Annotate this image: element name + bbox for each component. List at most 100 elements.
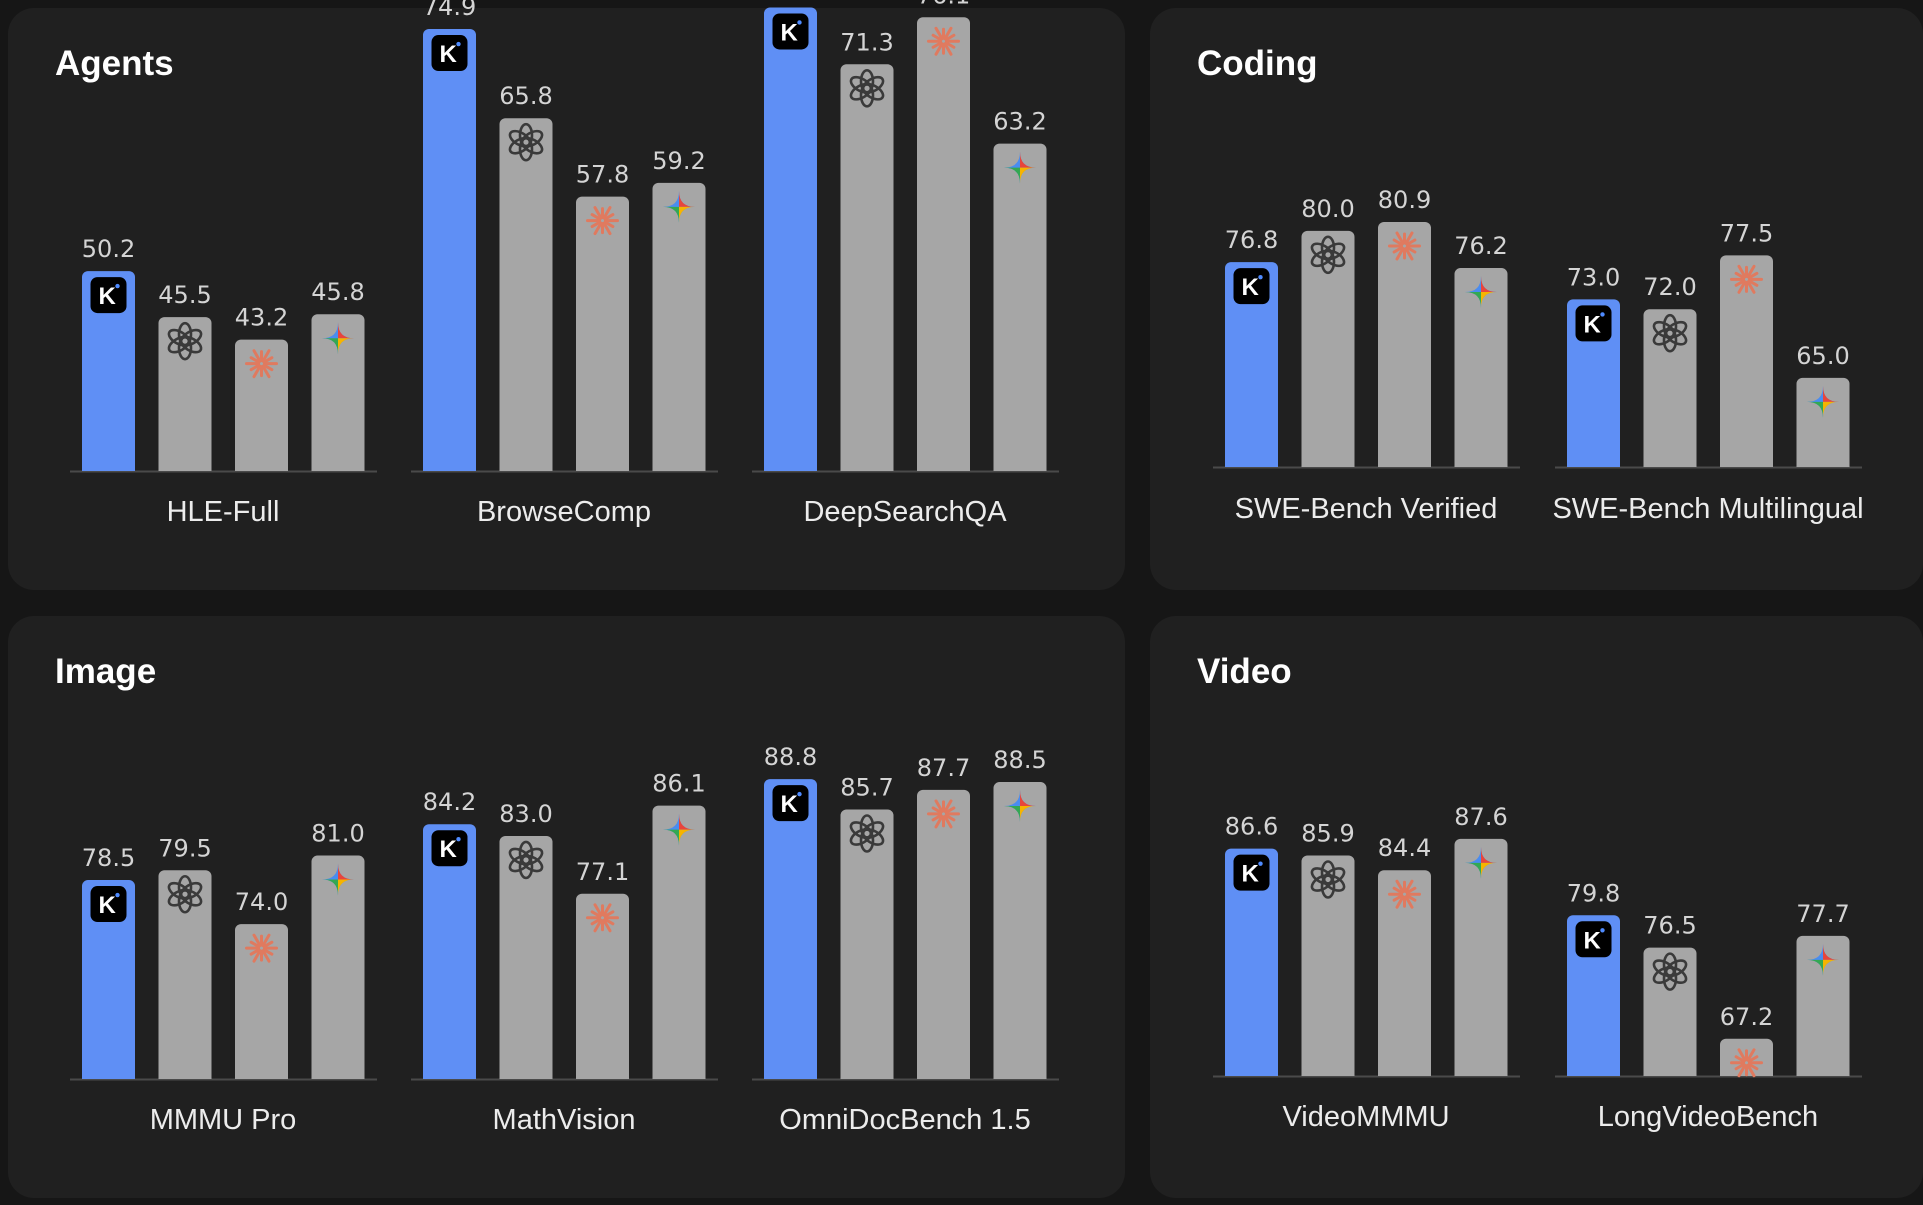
- bar: [1301, 230, 1355, 467]
- value-label: 77.5: [1720, 219, 1773, 247]
- bar: [423, 824, 476, 1079]
- gemini-logo-icon: [663, 190, 695, 223]
- bar: [423, 29, 476, 472]
- bar: [917, 17, 970, 471]
- bar: [1454, 268, 1508, 467]
- claude-logo-icon: [927, 26, 960, 56]
- agents-title: Agents: [55, 44, 174, 83]
- image-title: Image: [55, 652, 157, 691]
- value-label: 87.7: [917, 754, 970, 782]
- bar: [764, 779, 817, 1079]
- bar: [311, 314, 365, 471]
- openai-logo-icon: [1652, 952, 1688, 991]
- gemini-logo-icon: [322, 322, 354, 355]
- value-label: 86.1: [652, 770, 705, 798]
- bar-group: 78.5 K 79.5 74.0 81.0 MMMU Pro: [70, 820, 377, 1136]
- bar: [1301, 855, 1355, 1076]
- value-label: 45.8: [311, 278, 364, 306]
- bar-group: 76.8 K 80.0 80.9 76.2 SWE-Bench Verified: [1213, 186, 1520, 525]
- category-label: VideoMMMU: [1282, 1101, 1449, 1133]
- kimi-logo-mark: K: [781, 19, 799, 46]
- gemini-logo-icon: [1807, 385, 1839, 418]
- value-label: 63.2: [993, 108, 1046, 136]
- gemini-logo-icon: [663, 813, 695, 846]
- bar: [1643, 309, 1697, 467]
- openai-logo-icon: [508, 122, 544, 162]
- value-label: 86.6: [1225, 813, 1278, 841]
- bar-group: 86.6 K 85.9 84.4 87.6 VideoMMMU: [1213, 803, 1520, 1133]
- value-label: 74.0: [235, 888, 288, 916]
- kimi-logo-mark: K: [1242, 861, 1260, 888]
- chart-image: 78.5 K 79.5 74.0 81.0 MMMU Pro 84.2 K 83.0 77.1 86…: [70, 743, 1059, 1136]
- claude-logo-icon: [1730, 264, 1763, 294]
- bar-group: 84.2 K 83.0 77.1 86.1 MathVision: [411, 770, 718, 1136]
- bar-group: 79.8 K 76.5 67.2 77.7 LongVideoBench: [1555, 879, 1862, 1133]
- value-label: 57.8: [576, 161, 629, 189]
- value-label: 73.0: [1567, 263, 1620, 291]
- bar-group: 50.2 K 45.5 43.2 45.8 HLE-Full: [70, 235, 377, 528]
- value-label: 77.1: [576, 858, 629, 886]
- value-label: 77.7: [1796, 900, 1849, 928]
- value-label: 83.0: [499, 800, 552, 828]
- kimi-logo-mark: K: [781, 791, 799, 818]
- bar-group: 73.0 K 72.0 77.5 65.0 SWE-Bench Multilingual: [1552, 219, 1863, 525]
- claude-logo-icon: [245, 349, 278, 379]
- gemini-logo-icon: [322, 863, 354, 896]
- bar: [158, 317, 212, 471]
- bar: [1796, 935, 1850, 1076]
- bar: [1225, 262, 1278, 467]
- bar-group: 88.8 K 85.7 87.7 88.5 OmniDocBench 1.5: [752, 743, 1059, 1136]
- category-label: SWE-Bench Verified: [1235, 493, 1498, 525]
- bar: [82, 271, 135, 471]
- value-label: 59.2: [652, 147, 705, 175]
- value-label: 80.9: [1378, 186, 1431, 214]
- value-label: 76.5: [1643, 912, 1696, 940]
- value-label: 65.8: [499, 82, 552, 110]
- bar-group: 74.9 K 65.8 57.8 59.2 BrowseComp: [411, 0, 718, 528]
- bar: [1643, 947, 1697, 1076]
- claude-logo-icon: [1388, 231, 1421, 261]
- category-label: LongVideoBench: [1598, 1101, 1818, 1133]
- value-label: 71.3: [840, 28, 893, 56]
- value-label: 50.2: [82, 235, 135, 263]
- bar: [840, 809, 894, 1079]
- openai-logo-icon: [849, 814, 885, 853]
- claude-logo-icon: [586, 903, 619, 933]
- bar: [1796, 377, 1850, 467]
- value-label: 76.2: [1454, 232, 1507, 260]
- kimi-logo-mark: K: [1584, 311, 1602, 338]
- bar: [1378, 870, 1431, 1076]
- openai-logo-icon: [167, 321, 203, 361]
- category-label: MathVision: [493, 1104, 636, 1136]
- openai-logo-icon: [849, 69, 885, 108]
- claude-logo-icon: [586, 206, 619, 236]
- value-label: 67.2: [1720, 1003, 1773, 1031]
- value-label: 88.8: [764, 743, 817, 771]
- kimi-logo-mark: K: [99, 892, 117, 919]
- chart-video: 86.6K85.984.487.6VideoMMMU79.8K76.567.27…: [1213, 803, 1862, 1133]
- bar: [499, 118, 553, 471]
- value-label: 81.0: [311, 820, 364, 848]
- gemini-logo-icon: [1004, 790, 1036, 823]
- gemini-logo-icon: [1465, 276, 1497, 309]
- bar: [311, 855, 365, 1079]
- category-label: DeepSearchQA: [803, 496, 1007, 528]
- kimi-logo-mark: K: [1584, 927, 1602, 954]
- value-label: 79.5: [158, 834, 211, 862]
- bar: [1454, 838, 1508, 1076]
- openai-logo-icon: [1310, 860, 1346, 899]
- kimi-logo-mark: K: [1242, 274, 1260, 301]
- bar: [764, 7, 817, 472]
- bar: [1567, 299, 1620, 467]
- bar: [1720, 255, 1773, 467]
- value-label: 87.6: [1454, 803, 1507, 831]
- category-label: OmniDocBench 1.5: [779, 1104, 1030, 1136]
- value-label: 85.9: [1301, 820, 1354, 848]
- gemini-logo-icon: [1004, 151, 1036, 184]
- chart-agents: 50.2 K 45.5 43.2 45.8 HLE-Full 74.9 K 65.8 57.8 59…: [70, 0, 1059, 528]
- coding-title: Coding: [1197, 44, 1318, 83]
- value-label: 45.5: [158, 281, 211, 309]
- kimi-logo-mark: K: [99, 283, 117, 310]
